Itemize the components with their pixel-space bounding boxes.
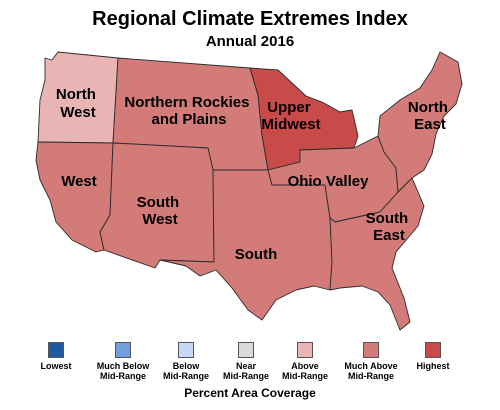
region-label-west: West bbox=[61, 173, 97, 190]
legend-swatch-much-above bbox=[363, 342, 379, 358]
legend-swatch-lowest bbox=[48, 342, 64, 358]
legend-swatch-above bbox=[297, 342, 313, 358]
legend-swatch-much-below bbox=[115, 342, 131, 358]
northern-rockies-label-line1: Northern Rockies bbox=[124, 94, 249, 111]
legend-label-lowest: Lowest bbox=[40, 361, 72, 371]
upper-midwest-label-line2: Midwest bbox=[261, 116, 320, 133]
legend-swatch-near bbox=[238, 342, 254, 358]
region-southwest bbox=[99, 142, 215, 269]
region-label-northeast: North East bbox=[408, 99, 452, 133]
region-label-southeast: South East bbox=[366, 210, 413, 244]
legend-caption: Percent Area Coverage bbox=[184, 386, 316, 400]
southeast-label-line1: South bbox=[366, 210, 409, 227]
legend-swatch-below bbox=[178, 342, 194, 358]
map-subtitle: Annual 2016 bbox=[205, 33, 295, 50]
region-upper-midwest bbox=[249, 67, 359, 171]
region-label-upper-midwest: Upper Midwest bbox=[261, 99, 320, 133]
southwest-label-line2: West bbox=[142, 211, 178, 228]
region-label-southwest: South West bbox=[137, 194, 184, 228]
region-label-ohio-valley: Ohio Valley bbox=[288, 173, 370, 190]
legend-label-highest: Highest bbox=[416, 361, 450, 371]
region-label-northwest: North West bbox=[56, 86, 100, 121]
legend-swatch-highest bbox=[425, 342, 441, 358]
region-label-south: South bbox=[235, 246, 278, 263]
legend-label-above: Above Mid-Range bbox=[282, 361, 328, 381]
northwest-label-line2: West bbox=[60, 104, 96, 121]
northeast-label-line2: East bbox=[414, 116, 446, 133]
region-northeast bbox=[377, 51, 463, 193]
northwest-label-line1: North bbox=[56, 86, 96, 103]
upper-midwest-label-line1: Upper bbox=[267, 99, 311, 116]
northern-rockies-label-line2: and Plains bbox=[151, 111, 226, 128]
us-region-map: North West West Northern Rockies and Pla… bbox=[35, 51, 463, 331]
southwest-label-line1: South bbox=[137, 194, 180, 211]
northeast-label-line1: North bbox=[408, 99, 448, 116]
legend-label-below: Below Mid-Range bbox=[163, 361, 209, 381]
southeast-label-line2: East bbox=[373, 227, 405, 244]
map-title: Regional Climate Extremes Index bbox=[92, 8, 408, 30]
legend-label-much-below: Much Below Mid-Range bbox=[96, 361, 150, 381]
legend-label-much-above: Much Above Mid-Range bbox=[344, 361, 398, 381]
region-label-northern-rockies: Northern Rockies and Plains bbox=[124, 94, 253, 128]
legend-label-near: Near Mid-Range bbox=[223, 361, 269, 381]
